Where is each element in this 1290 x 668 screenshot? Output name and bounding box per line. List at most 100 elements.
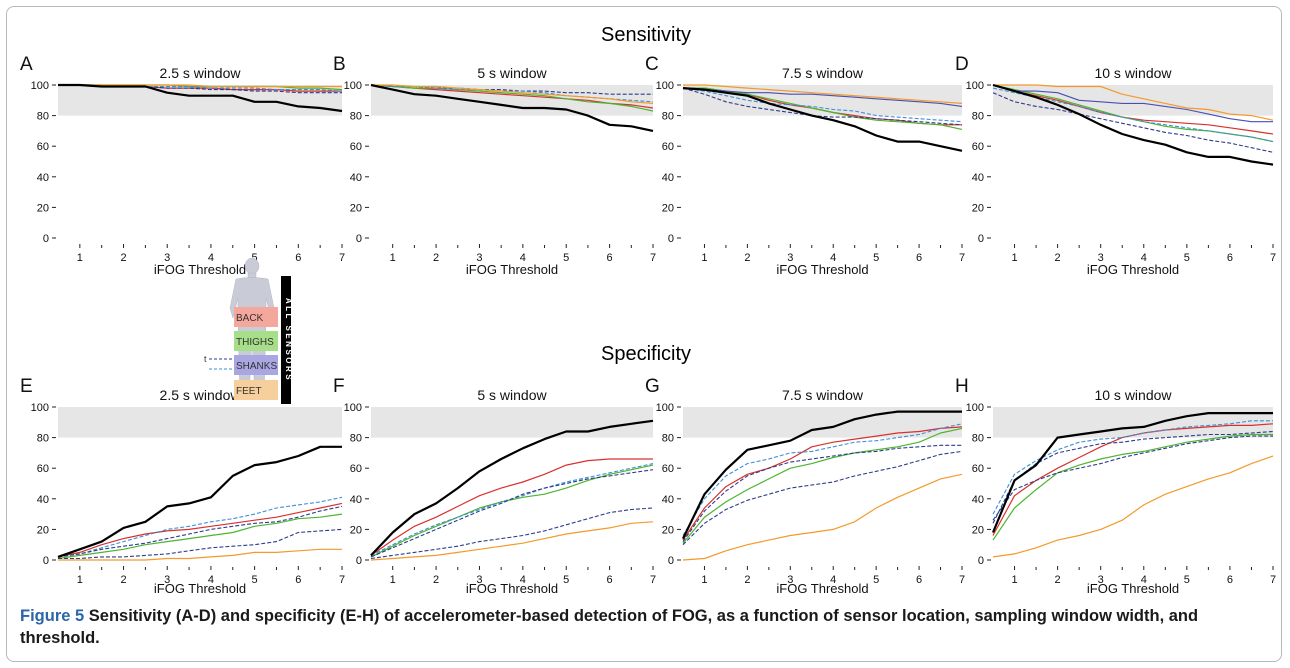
panel-e-ytick-label: 40 (37, 494, 49, 506)
panel-e-series-back (57, 502, 343, 558)
panel-a-xtick-label: 4 (208, 252, 214, 264)
panel-b-ytick-label: 20 (350, 202, 362, 214)
panel-f-letter: F (333, 376, 345, 397)
panel-a-xtick-label: 1 (77, 252, 83, 264)
panel-c-ytick-label: 20 (662, 202, 674, 214)
panel-f-ytick-label: 40 (350, 494, 362, 506)
panel-g-xtick-label: 6 (916, 574, 922, 586)
figure-frame (6, 6, 1282, 662)
panel-f-xtick-label: 3 (476, 574, 482, 586)
panel-d-xtick-label: 2 (1055, 252, 1061, 264)
panel-f-xtick-label: 5 (563, 574, 569, 586)
panel-b-ytick-label: 40 (350, 172, 362, 184)
panel-a-xtick-label: 6 (295, 252, 301, 264)
legend-feet-band (234, 380, 278, 400)
panel-g-ytick-label: 100 (656, 402, 674, 414)
panel-a-title: 2.5 s window (160, 65, 242, 81)
panel-g-xlabel: iFOG Threshold (776, 581, 868, 596)
legend-thighs-label: THIGHS (236, 337, 274, 348)
panel-d-series-shanks-right (992, 92, 1274, 153)
specificity-row-title: Specificity (600, 343, 692, 365)
panel-f-band (371, 407, 653, 438)
panel-g-series-shanks-left (682, 423, 963, 536)
panel-b-ytick-label: 0 (356, 233, 362, 245)
panel-a-ytick-label: 80 (37, 111, 49, 123)
panel-f-title: 5 s window (477, 387, 547, 403)
panel-g-xtick-label: 4 (830, 574, 836, 586)
panel-d-band (993, 85, 1273, 116)
panel-c-ytick-label: 100 (656, 80, 674, 92)
panel-g-xtick-label: 5 (873, 574, 879, 586)
panel-c-series-all (682, 87, 963, 152)
panel-h-series-shanks-right (992, 435, 1273, 521)
panel-g-ytick-label: 0 (668, 555, 674, 567)
legend-back-label: BACK (236, 313, 264, 324)
panel-a-ytick-label: 100 (31, 80, 49, 92)
panel-g-ytick-label: 60 (662, 463, 674, 475)
panel-a-xtick-label: 5 (252, 252, 258, 264)
panel-d-series-back (992, 84, 1274, 135)
panel-a-ytick-label: 60 (37, 141, 49, 153)
panel-d-xtick-label: 4 (1141, 252, 1147, 264)
panel-e-series-all (57, 445, 342, 558)
panel-f-xtick-label: 1 (390, 574, 396, 586)
panel-e-ytick-label: 80 (37, 433, 49, 445)
panel-h-ytick-label: 20 (972, 524, 984, 536)
panel-b-xtick-label: 7 (650, 252, 656, 264)
panel-e-xtick-label: 1 (77, 574, 83, 586)
panel-c-series-shanks-blue (682, 87, 963, 107)
panel-d-letter: D (955, 54, 969, 75)
panel-f-xtick-label: 7 (650, 574, 656, 586)
panel-f-ytick-label: 60 (350, 463, 362, 475)
panel-b-xtick-label: 6 (607, 252, 613, 264)
panel-c-ytick-label: 80 (662, 111, 674, 123)
caption-label: Figure 5 (20, 607, 85, 625)
panel-g-title: 7.5 s window (782, 387, 864, 403)
panel-a-series-shanks-left (58, 84, 343, 92)
panel-d-xtick-label: 5 (1184, 252, 1190, 264)
panel-e-ytick-label: 0 (43, 555, 49, 567)
panel-e-series-feet (58, 548, 342, 561)
panel-g-xtick-label: 3 (787, 574, 793, 586)
panel-h-xtick-label: 7 (1270, 574, 1276, 586)
panel-f-series-thighs (370, 464, 654, 558)
panel-d-series-shanks-left (992, 87, 1274, 143)
panel-b-ytick-label: 60 (350, 141, 362, 153)
panel-h-series-all (991, 412, 1273, 533)
panel-a-series-feet (58, 84, 342, 88)
panel-d-ytick-label: 60 (972, 141, 984, 153)
sensor-legend: BACK THIGHS SHANKS FEET ALL SENSORS righ… (204, 258, 293, 404)
panel-d-ytick-label: 80 (972, 111, 984, 123)
panel-g-xtick-label: 2 (744, 574, 750, 586)
panel-d-series-feet (993, 84, 1274, 121)
panel-g-ytick-label: 80 (662, 433, 674, 445)
panel-h-ytick-label: 40 (972, 494, 984, 506)
panel-e-series-shanks-dash2 (57, 505, 343, 558)
panel-e-band (58, 407, 342, 438)
panel-b-letter: B (333, 54, 346, 75)
panel-g-series-feet (682, 473, 963, 561)
panel-e-xtick-label: 4 (208, 574, 214, 586)
panel-e-xtick-label: 2 (120, 574, 126, 586)
panel-f-ytick-label: 20 (350, 524, 362, 536)
all-sensors-bar (281, 276, 291, 404)
panel-g-ytick-label: 40 (662, 494, 674, 506)
panel-h-letter: H (955, 376, 969, 397)
panel-f-ytick-label: 80 (350, 433, 362, 445)
panel-d-xtick-label: 3 (1098, 252, 1104, 264)
panel-b-xtick-label: 1 (390, 252, 396, 264)
panel-c-xtick-label: 7 (959, 252, 965, 264)
panel-b-ytick-label: 100 (344, 80, 362, 92)
panel-f-ytick-label: 100 (344, 402, 362, 414)
sensitivity-row-title: Sensitivity (600, 24, 692, 46)
panel-h-xtick-label: 6 (1227, 574, 1233, 586)
panel-h-xtick-label: 4 (1141, 574, 1147, 586)
panel-d-xtick-label: 7 (1270, 252, 1276, 264)
panel-g-xtick-label: 7 (959, 574, 965, 586)
panel-f-xlabel: iFOG Threshold (466, 581, 558, 596)
panel-a-ytick-label: 0 (43, 233, 49, 245)
panel-e-series-shanks-right (58, 528, 343, 560)
panel-g-series-all (682, 410, 962, 540)
panel-e-series-thighs (57, 513, 343, 560)
panel-c-series-feet (683, 84, 963, 104)
